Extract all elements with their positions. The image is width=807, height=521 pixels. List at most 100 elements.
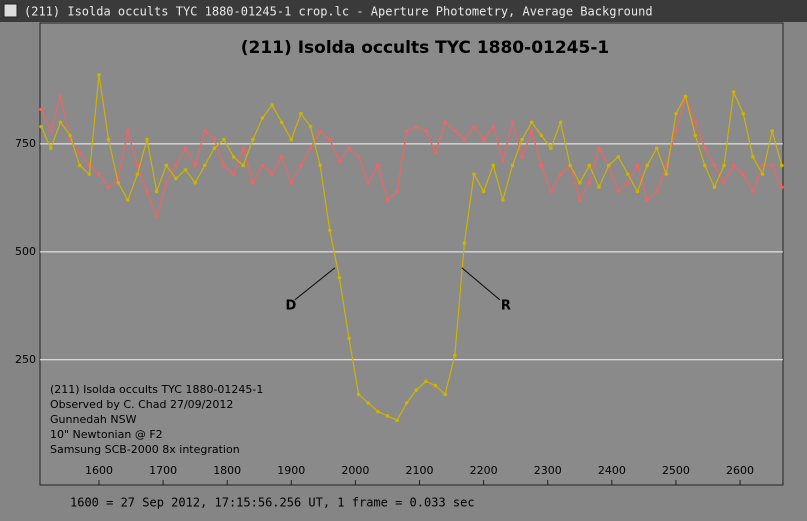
window-title: (211) Isolda occults TYC 1880-01245-1 cr… [24, 5, 653, 19]
note: Gunnedah NSW [50, 413, 137, 426]
data-point [443, 392, 447, 397]
note: Samsung SCB-2000 8x integration [50, 443, 240, 456]
data-point [299, 111, 303, 116]
data-point [491, 163, 496, 168]
data-point [635, 163, 640, 168]
data-point [318, 129, 322, 133]
data-point [770, 163, 774, 168]
data-point [251, 137, 255, 142]
data-point [731, 90, 736, 94]
data-point [308, 146, 313, 151]
data-point [577, 180, 582, 185]
data-point [510, 163, 515, 168]
series-line [40, 94, 783, 220]
data-point [712, 185, 717, 189]
data-point [674, 129, 678, 133]
data-point [337, 275, 342, 280]
data-point [279, 120, 284, 125]
data-point [270, 172, 274, 176]
data-point [145, 189, 149, 194]
annotation-line [461, 267, 501, 301]
data-point [395, 418, 399, 423]
data-point [645, 198, 649, 202]
data-point [577, 198, 582, 202]
data-point [222, 163, 226, 168]
data-point [212, 137, 217, 142]
data-point [289, 180, 294, 185]
data-point [202, 129, 207, 133]
note: Observed by C. Chad 27/09/2012 [50, 398, 233, 411]
y-tick-label: 500 [15, 245, 36, 258]
data-point [58, 94, 63, 99]
data-point [183, 168, 188, 172]
data-point [587, 163, 592, 168]
data-point [327, 228, 332, 233]
data-point [231, 172, 236, 176]
data-point [568, 163, 572, 168]
data-point [462, 241, 467, 246]
data-point [395, 189, 399, 194]
y-tick-label: 750 [15, 137, 36, 150]
data-point [116, 180, 121, 185]
data-point [587, 180, 592, 185]
data-point [722, 180, 726, 185]
x-tick-label: 2100 [406, 464, 434, 477]
data-point [164, 163, 169, 168]
data-point [414, 124, 419, 129]
data-point [606, 163, 611, 168]
data-point [452, 129, 457, 133]
data-point [318, 163, 322, 168]
x-tick-label: 1700 [149, 464, 177, 477]
data-point [501, 159, 505, 163]
data-point [529, 120, 534, 125]
data-point [597, 185, 601, 189]
data-point [626, 180, 630, 185]
data-point [68, 133, 72, 138]
data-point [510, 120, 515, 125]
data-point [174, 163, 178, 168]
data-point [183, 146, 188, 151]
data-point [193, 163, 197, 168]
title-bar [0, 0, 807, 22]
data-point [347, 336, 351, 340]
data-point [433, 383, 438, 388]
data-point [202, 163, 207, 168]
data-point [106, 137, 111, 142]
data-point [308, 124, 313, 129]
data-point [241, 146, 246, 151]
data-point [77, 150, 82, 155]
data-point [712, 163, 717, 168]
data-point [424, 379, 428, 384]
x-tick-label: 2400 [598, 464, 626, 477]
x-tick-label: 2000 [341, 464, 369, 477]
chart-title: (211) Isolda occults TYC 1880-01245-1 [241, 38, 609, 58]
data-point [481, 189, 486, 194]
data-point [135, 163, 140, 168]
x-tick-label: 2300 [534, 464, 562, 477]
data-point [424, 129, 428, 133]
data-point [683, 94, 688, 99]
data-point [385, 414, 390, 418]
x-tick-label: 1900 [277, 464, 305, 477]
data-point [462, 137, 467, 142]
plot-area [39, 22, 784, 486]
data-point [616, 155, 621, 159]
data-point [366, 401, 371, 405]
data-point [174, 176, 178, 181]
data-point [472, 124, 476, 129]
annotation: R [501, 298, 511, 313]
data-point [376, 409, 380, 414]
data-point [558, 120, 563, 125]
data-point [260, 163, 265, 168]
data-point [664, 172, 669, 176]
data-point [616, 189, 621, 194]
data-point [645, 163, 649, 168]
data-point [251, 180, 255, 185]
data-point [414, 388, 419, 392]
data-point [327, 137, 332, 142]
data-point [491, 124, 496, 129]
data-point [366, 180, 371, 185]
data-point [520, 137, 524, 142]
data-point [472, 172, 476, 176]
